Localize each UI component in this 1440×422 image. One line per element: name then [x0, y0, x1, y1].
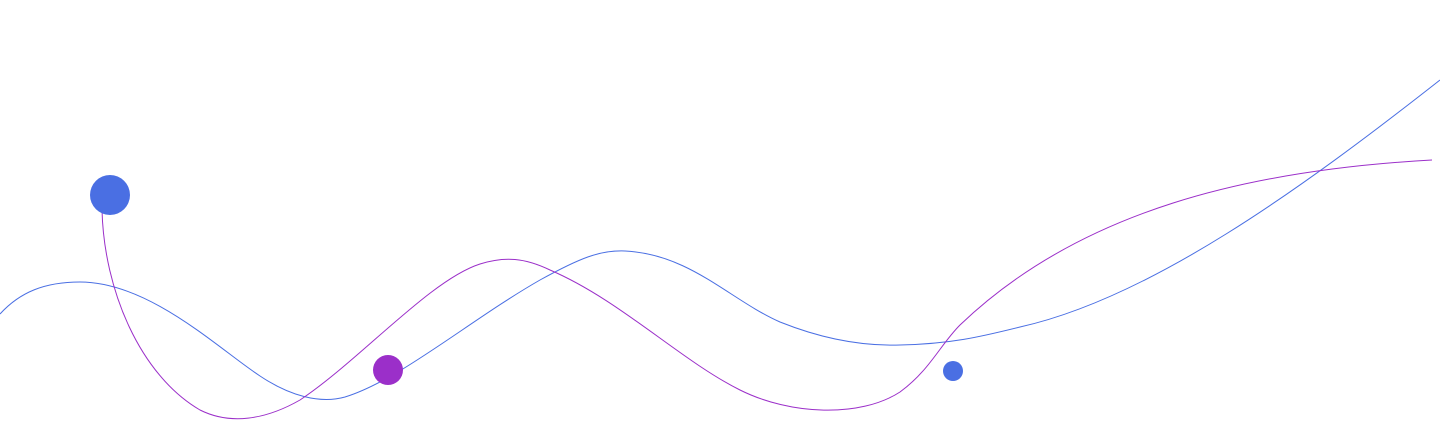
large-blue-dot [90, 175, 130, 215]
purple-wave-line [101, 159, 1433, 420]
blue-wave-line [0, 79, 1440, 400]
purple-dot [373, 355, 403, 385]
small-blue-dot [943, 361, 963, 381]
